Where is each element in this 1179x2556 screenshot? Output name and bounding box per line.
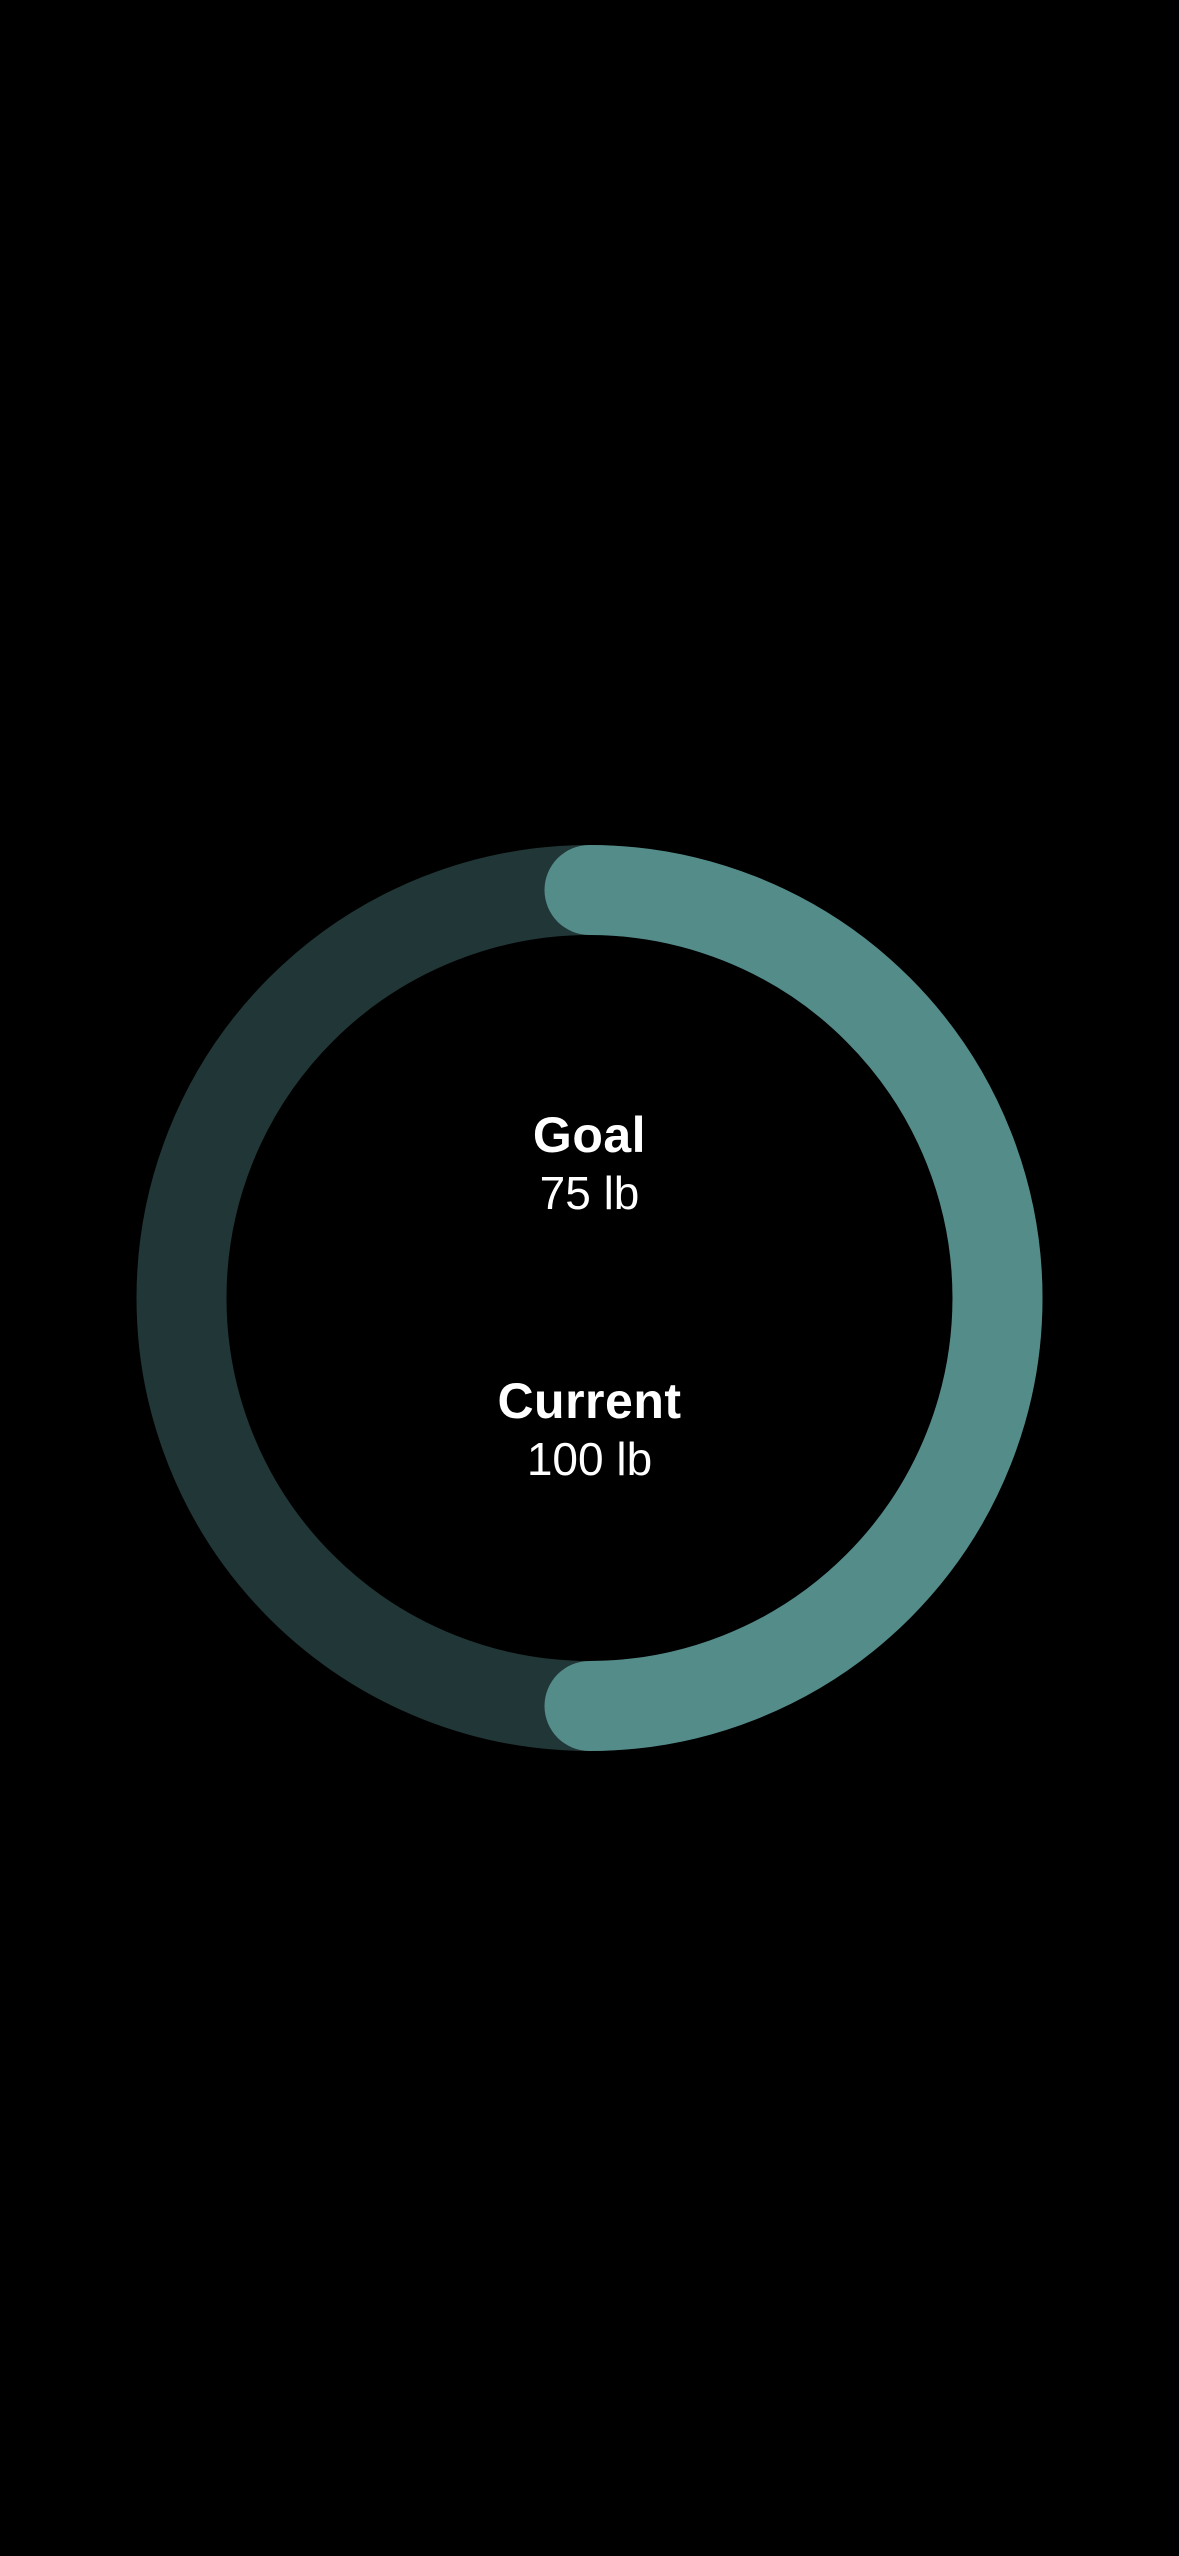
goal-value: 75 lb (539, 1167, 640, 1219)
current-label: Current (497, 1373, 682, 1429)
current-value: 100 lb (526, 1433, 653, 1485)
goal-stat: Goal 75 lb (0, 1106, 1179, 1222)
goal-label: Goal (532, 1107, 647, 1163)
progress-ring-fill (544, 845, 1043, 1751)
current-stat: Current 100 lb (0, 1372, 1179, 1488)
